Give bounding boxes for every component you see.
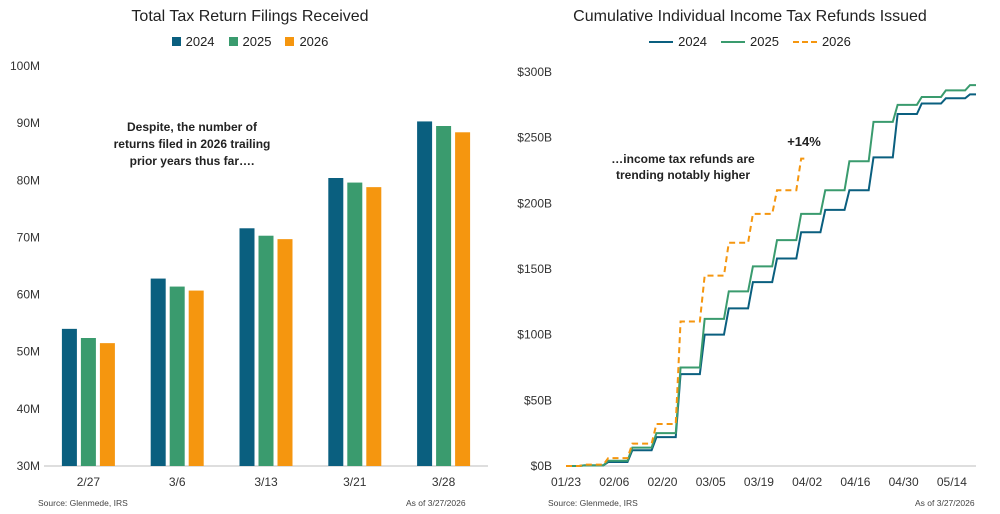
y-tick-label: 90M	[17, 116, 40, 130]
y-tick-label: 100M	[10, 59, 40, 73]
annotation-line: Despite, the number of	[127, 120, 258, 134]
legend-label-2025: 2025	[242, 34, 272, 49]
line-series-2026	[566, 157, 808, 467]
legend-swatch-2026	[792, 40, 817, 43]
y-tick-label: $250B	[517, 131, 552, 145]
legend-swatch-2024	[171, 37, 181, 46]
y-tick-label: 80M	[17, 173, 40, 187]
x-tick-label: 03/05	[696, 475, 726, 489]
y-tick-label: 70M	[17, 230, 40, 244]
line-series-2024	[566, 93, 976, 467]
bar-2024-2-27	[61, 328, 77, 466]
x-tick-label: 04/02	[792, 475, 822, 489]
filings-source: Source: Glenmede, IRS	[38, 498, 128, 508]
bar-2026-3-28	[455, 132, 471, 467]
y-tick-label: 60M	[17, 288, 40, 302]
refunds-source: Source: Glenmede, IRS	[548, 498, 638, 508]
legend-item-2026: 2026	[285, 34, 328, 49]
line-series-2025	[566, 84, 976, 467]
legend-label-2026: 2026	[821, 34, 851, 49]
legend-label-2025: 2025	[750, 34, 779, 49]
bar-2026-3-6	[188, 290, 204, 466]
y-tick-label: $100B	[517, 328, 552, 342]
legend-label-2024: 2024	[678, 34, 708, 49]
x-tick-label: 03/19	[744, 475, 774, 489]
legend-swatch-2024	[649, 40, 674, 43]
refunds-line-chart: $0B $50B $100B $150B $200B $250B $300B 01/23 02/…	[517, 65, 976, 489]
x-tick-label: 3/21	[343, 475, 367, 489]
refunds-chart-panel: Cumulative Individual Income Tax Refunds…	[500, 0, 1000, 514]
legend-item-2024: 2024	[171, 34, 215, 49]
x-tick-label: 04/30	[889, 475, 919, 489]
bar-2026-3-13	[277, 239, 293, 466]
bar-2025-3-6	[169, 286, 185, 466]
y-tick-label: 50M	[17, 345, 40, 359]
x-tick-label: 3/13	[254, 475, 278, 489]
filings-chart-title: Total Tax Return Filings Received	[131, 8, 369, 25]
y-tick-label: $150B	[517, 262, 552, 276]
bar-2024-3-21	[328, 178, 344, 466]
legend-item-2026: 2026	[792, 34, 851, 49]
pct-change-label: +14%	[787, 134, 821, 149]
annotation-line: trending notably higher	[616, 168, 750, 182]
x-tick-label: 3/6	[169, 475, 186, 489]
annotation-line: …income tax refunds are	[611, 152, 755, 166]
bar-2025-3-13	[258, 235, 274, 466]
legend-item-2025: 2025	[721, 34, 779, 49]
refunds-as-of: As of 3/27/2026	[915, 498, 975, 508]
x-tick-label: 01/23	[551, 475, 581, 489]
bar-2026-3-21	[366, 187, 382, 466]
legend-label-2024: 2024	[185, 34, 215, 49]
legend-swatch-2025	[721, 40, 746, 43]
legend-label-2026: 2026	[299, 34, 329, 49]
y-tick-label: 40M	[17, 402, 40, 416]
bar-2024-3-28	[417, 121, 433, 466]
annotation-line: returns filed in 2026 trailing	[114, 137, 271, 151]
bar-2024-3-13	[239, 228, 255, 466]
x-tick-label: 04/16	[840, 475, 870, 489]
y-tick-label: $300B	[517, 65, 552, 79]
x-tick-label: 3/28	[432, 475, 456, 489]
legend-item-2025: 2025	[228, 34, 272, 49]
bar-2026-2-27	[99, 343, 115, 466]
filings-chart-panel: Total Tax Return Filings Received 2024 2…	[0, 8, 500, 508]
y-tick-label: $200B	[517, 196, 552, 210]
bar-2024-3-6	[150, 278, 166, 466]
y-tick-label: 30M	[17, 459, 40, 473]
bar-2025-3-28	[436, 126, 452, 466]
y-tick-label: $0B	[531, 459, 552, 473]
x-tick-label: 2/27	[77, 475, 101, 489]
x-tick-label: 02/20	[647, 475, 677, 489]
bar-2025-3-21	[347, 182, 363, 467]
filings-as-of: As of 3/27/2026	[406, 498, 466, 508]
x-tick-label: 02/06	[599, 475, 629, 489]
legend-swatch-2026	[285, 37, 295, 46]
legend-item-2024: 2024	[649, 34, 707, 49]
y-tick-label: $50B	[524, 393, 552, 407]
annotation-line: prior years thus far….	[130, 154, 255, 168]
refunds-legend: 2024 2025 2026	[500, 34, 1000, 49]
filings-bar-chart: 30M 40M 50M 60M 70M 80M 90M 100M 2/27 3/6 3/13 3/21…	[10, 59, 488, 489]
x-tick-label: 05/14	[937, 475, 967, 489]
refunds-chart-title: Cumulative Individual Income Tax Refunds…	[573, 8, 927, 25]
bar-2025-2-27	[80, 338, 96, 466]
legend-swatch-2025	[228, 37, 238, 46]
filings-legend: 2024 2025 2026	[0, 34, 500, 49]
